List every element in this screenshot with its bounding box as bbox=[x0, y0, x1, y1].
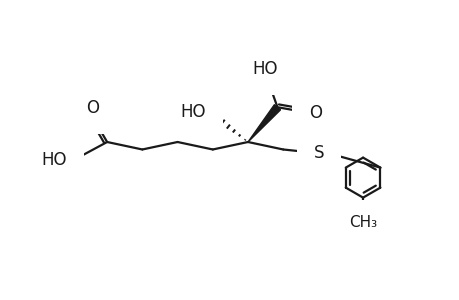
Text: CH₃: CH₃ bbox=[348, 215, 376, 230]
Text: S: S bbox=[313, 144, 324, 162]
Polygon shape bbox=[247, 105, 280, 142]
Text: O: O bbox=[85, 99, 98, 117]
Text: HO: HO bbox=[180, 103, 206, 121]
Text: HO: HO bbox=[42, 151, 67, 169]
Text: HO: HO bbox=[252, 60, 278, 78]
Text: O: O bbox=[308, 103, 321, 122]
